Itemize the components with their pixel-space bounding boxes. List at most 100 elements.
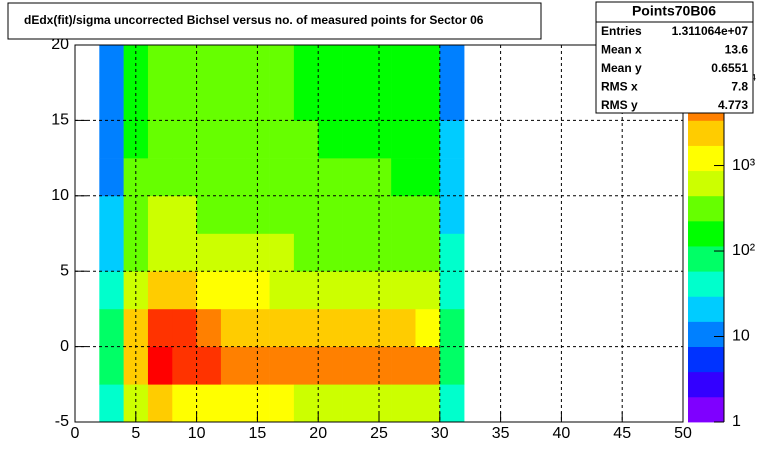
heat-cell <box>196 233 222 272</box>
palette-band <box>688 271 724 297</box>
palette-band <box>688 195 724 222</box>
heat-cell <box>391 158 416 197</box>
heat-cell <box>293 195 319 234</box>
heat-cell <box>220 158 246 197</box>
heat-cell <box>318 233 343 272</box>
heat-cell <box>269 233 295 272</box>
heat-cell <box>172 384 197 423</box>
heat-cell <box>318 384 343 423</box>
z-tick-label: 10² <box>732 242 756 259</box>
heat-cell <box>245 271 270 310</box>
palette-band <box>688 371 724 398</box>
heat-cell <box>391 82 416 121</box>
heat-cell <box>99 384 124 423</box>
heat-cell <box>391 308 416 347</box>
heat-cell <box>269 45 295 83</box>
heat-cell <box>342 120 368 159</box>
stats-label: Entries <box>601 24 642 38</box>
heat-cell <box>366 120 392 159</box>
heat-cell <box>293 308 319 347</box>
heat-cell <box>439 271 465 310</box>
heat-cell <box>318 195 343 234</box>
palette-band <box>688 220 724 247</box>
z-tick-label: 10 <box>732 328 750 345</box>
palette-band <box>688 321 724 347</box>
heat-cell <box>147 346 173 385</box>
heat-cell <box>342 271 368 310</box>
heat-cell <box>318 82 343 121</box>
heat-cell <box>172 346 197 385</box>
heat-cell <box>99 45 124 83</box>
stats-value: 4.773 <box>718 98 748 112</box>
heat-cell <box>172 82 197 121</box>
stats-box <box>595 1 754 114</box>
heat-cell <box>439 384 465 423</box>
heat-cell <box>293 45 319 83</box>
stats-label: RMS x <box>601 80 638 94</box>
x-tick-label: 25 <box>370 425 388 442</box>
stats-label: Mean y <box>601 61 642 75</box>
y-tick-label: 0 <box>60 338 69 355</box>
heat-cell <box>147 271 173 310</box>
heat-cell <box>415 233 441 272</box>
x-tick-label: 20 <box>309 425 327 442</box>
heat-cell <box>293 271 319 310</box>
palette-band <box>688 396 724 423</box>
x-tick-label: 0 <box>71 425 80 442</box>
heat-cell <box>415 271 441 310</box>
x-tick-label: 50 <box>674 425 692 442</box>
heat-cell <box>172 158 197 197</box>
heat-cell <box>342 384 368 423</box>
heat-cell <box>439 195 465 234</box>
heat-cell <box>342 45 368 83</box>
heat-cell <box>196 45 222 83</box>
heat-cell <box>99 82 124 121</box>
heat-cell <box>220 195 246 234</box>
heat-cell <box>99 195 124 234</box>
heat-cell <box>196 308 222 347</box>
heat-cell <box>415 158 441 197</box>
title-box <box>7 2 542 40</box>
y-tick-label: 20 <box>51 36 69 53</box>
heat-cell <box>147 384 173 423</box>
heat-cell <box>220 346 246 385</box>
heat-cell <box>439 82 465 121</box>
heat-cell <box>366 271 392 310</box>
heat-cell <box>269 271 295 310</box>
palette-band <box>688 296 724 322</box>
heat-cell <box>342 346 368 385</box>
heat-cell <box>196 120 222 159</box>
heat-cell <box>99 233 124 272</box>
heat-cell <box>196 271 222 310</box>
stats-value: 1.311064e+07 <box>672 24 749 38</box>
heat-cell <box>318 158 343 197</box>
palette-band <box>688 346 724 373</box>
chart-title: dEdx(fit)/sigma uncorrected Bichsel vers… <box>24 13 484 27</box>
heat-cell <box>318 120 343 159</box>
heat-cell <box>439 45 465 83</box>
heat-cell <box>99 346 124 385</box>
heat-cell <box>269 346 295 385</box>
heat-cell <box>147 233 173 272</box>
heat-cell <box>439 346 465 385</box>
heat-cell <box>220 233 246 272</box>
heat-cell <box>147 308 173 347</box>
heat-cell <box>245 120 270 159</box>
heat-cell <box>99 271 124 310</box>
heat-cell <box>269 384 295 423</box>
stats-value: 7.8 <box>731 80 748 94</box>
heat-cell <box>439 233 465 272</box>
palette-band <box>688 120 724 146</box>
heat-cell <box>415 120 441 159</box>
heat-cell <box>269 120 295 159</box>
heat-cell <box>293 82 319 121</box>
heat-cell <box>391 384 416 423</box>
heat-cell <box>220 82 246 121</box>
y-tick-label: 5 <box>60 262 69 279</box>
y-tick-label: 10 <box>51 187 69 204</box>
heat-cell <box>293 233 319 272</box>
heat-cell <box>342 233 368 272</box>
heat-cell <box>293 158 319 197</box>
heat-cell <box>99 158 124 197</box>
heat-cell <box>439 158 465 197</box>
